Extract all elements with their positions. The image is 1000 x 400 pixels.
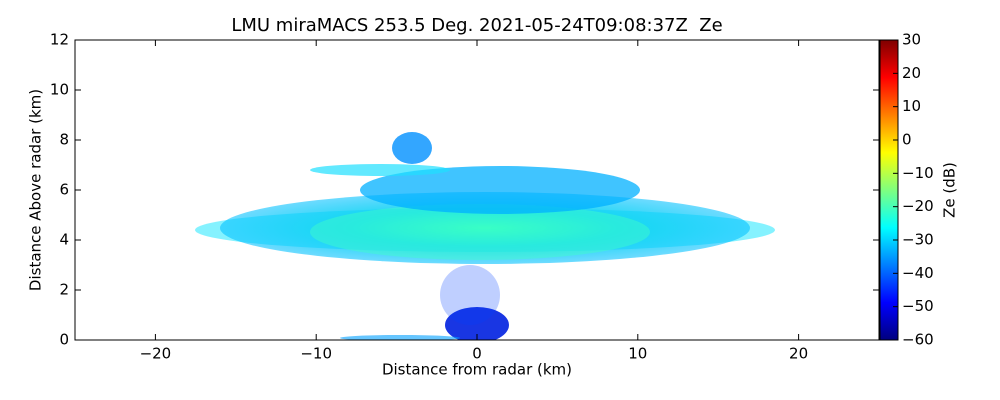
radar-echo <box>195 132 775 340</box>
colorbar-tick-label: 0 <box>902 131 912 149</box>
y-tick-label: 10 <box>50 81 69 99</box>
y-tick-label: 8 <box>59 131 69 149</box>
x-tick-label: 20 <box>789 345 808 363</box>
x-tick-label: 0 <box>472 345 482 363</box>
colorbar-label: Ze (dB) <box>941 162 959 218</box>
colorbar-tick-label: −30 <box>902 231 934 249</box>
x-tick-label: −20 <box>140 345 172 363</box>
colorbar-tick-label: 10 <box>902 97 921 115</box>
x-tick-label: −10 <box>300 345 332 363</box>
x-axis-label: Distance from radar (km) <box>382 361 572 379</box>
colorbar-tick-label: −50 <box>902 297 934 315</box>
y-tick-label: 4 <box>59 231 69 249</box>
y-tick-label: 12 <box>50 31 69 49</box>
x-tick-label: 10 <box>628 345 647 363</box>
colorbar <box>879 39 899 341</box>
y-tick-label: 0 <box>59 331 69 349</box>
y-axis-label: Distance Above radar (km) <box>27 89 45 291</box>
chart-title: LMU miraMACS 253.5 Deg. 2021-05-24T09:08… <box>231 15 722 36</box>
colorbar-tick-label: −20 <box>902 197 934 215</box>
y-tick-label: 2 <box>59 281 69 299</box>
y-tick-label: 6 <box>59 181 69 199</box>
colorbar-tick-label: 30 <box>902 31 921 49</box>
colorbar-tick-label: −40 <box>902 264 934 282</box>
colorbar-tick-label: −60 <box>902 331 934 349</box>
colorbar-tick-label: 20 <box>902 64 921 82</box>
colorbar-tick-label: −10 <box>902 164 934 182</box>
